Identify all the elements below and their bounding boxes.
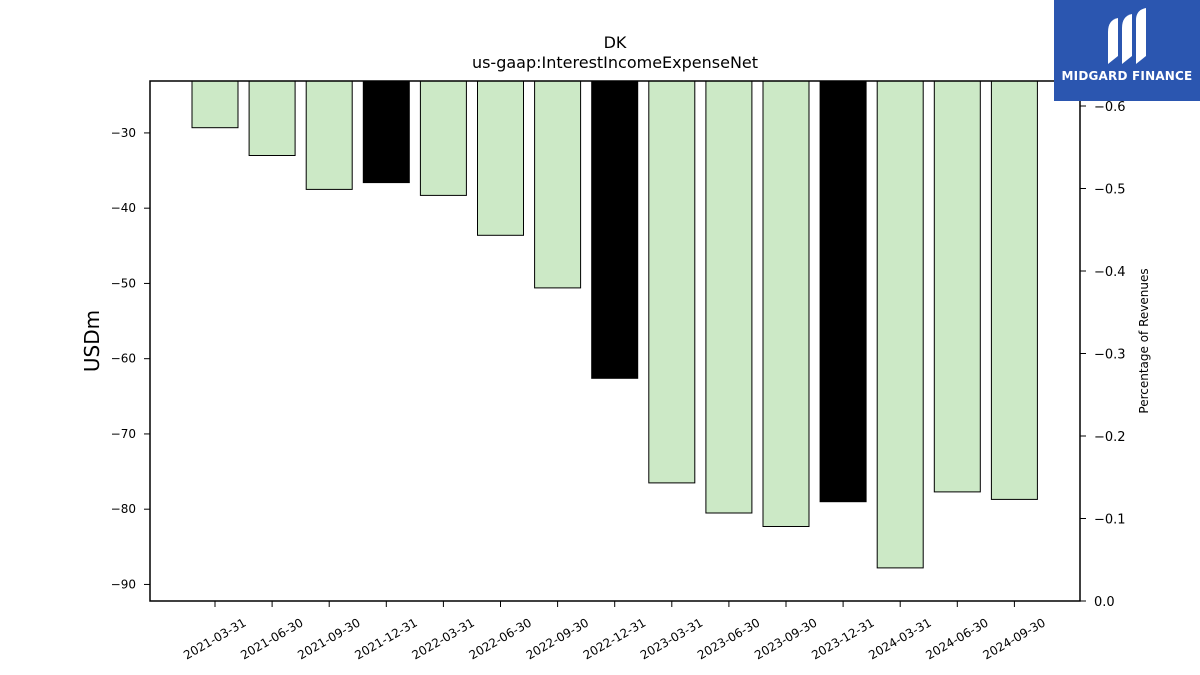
y-tick-label: −70	[111, 427, 136, 441]
y2-tick-label: 0.0	[1094, 595, 1115, 610]
y2-tick-label: −0.6	[1094, 100, 1126, 115]
bar-2022-12-31	[591, 80, 639, 379]
x-tick-label: 2023-09-30	[752, 615, 819, 662]
y2-tick-label: −0.5	[1094, 183, 1126, 198]
bar-2024-09-30	[990, 80, 1038, 500]
brand-logo: MIDGARD FINANCE	[1054, 0, 1200, 101]
bar-2023-03-31	[648, 80, 696, 484]
x-tick-label: 2022-03-31	[409, 615, 476, 662]
bar-2022-09-30	[534, 80, 582, 289]
chart-title: DK	[604, 33, 627, 52]
x-tick-label: 2023-03-31	[638, 615, 705, 662]
x-tick-label: 2022-06-30	[467, 615, 534, 662]
x-tick-label: 2021-03-31	[181, 615, 248, 662]
y-axis-left: −30 −40 −50 −60 −70 −80 −90	[111, 126, 150, 591]
y-tick-label: −50	[111, 276, 136, 290]
x-tick-label: 2021-12-31	[352, 615, 419, 662]
logo-text: MIDGARD FINANCE	[1061, 69, 1193, 83]
y2-tick-label: −0.2	[1094, 430, 1126, 445]
y2-axis-label: Percentage of Revenues	[1137, 268, 1151, 413]
x-tick-label: 2024-03-31	[866, 615, 933, 662]
y2-tick-label: −0.3	[1094, 348, 1126, 363]
y-tick-label: −30	[111, 126, 136, 140]
bar-2024-06-30	[933, 80, 981, 493]
x-tick-label: 2022-12-31	[581, 615, 648, 662]
x-tick-label: 2023-12-31	[809, 615, 876, 662]
bar-2022-03-31	[419, 80, 467, 196]
x-tick-label: 2023-06-30	[695, 615, 762, 662]
y-tick-label: −60	[111, 352, 136, 366]
bar-2021-06-30	[248, 80, 296, 156]
bars	[191, 80, 1038, 569]
y-tick-label: −80	[111, 502, 136, 516]
y-axis-label: USDm	[80, 310, 104, 372]
y-tick-label: −90	[111, 577, 136, 591]
chart-subtitle: us-gaap:InterestIncomeExpenseNet	[472, 53, 758, 72]
y-tick-label: −40	[111, 201, 136, 215]
bar-2024-03-31	[876, 80, 924, 569]
logo-mark-icon	[1108, 8, 1146, 64]
x-tick-label: 2022-09-30	[524, 615, 591, 662]
y2-tick-label: −0.4	[1094, 265, 1126, 280]
x-tick-label: 2024-06-30	[923, 615, 990, 662]
bar-2021-03-31	[191, 80, 239, 129]
bar-2021-09-30	[305, 80, 353, 190]
bar-2023-09-30	[762, 80, 810, 527]
bar-2022-06-30	[477, 80, 524, 236]
x-tick-label: 2021-06-30	[238, 615, 305, 662]
bar-2023-06-30	[705, 80, 753, 514]
y2-tick-label: −0.1	[1094, 513, 1126, 528]
x-axis: 2021-03-312021-06-302021-09-302021-12-31…	[181, 601, 1048, 662]
y-axis-right: 0.0 −0.1 −0.2 −0.3 −0.4 −0.5 −0.6	[1080, 100, 1126, 610]
x-tick-label: 2021-09-30	[295, 615, 362, 662]
bar-2021-12-31	[362, 80, 410, 184]
bar-2023-12-31	[819, 80, 867, 503]
x-tick-label: 2024-09-30	[980, 615, 1047, 662]
